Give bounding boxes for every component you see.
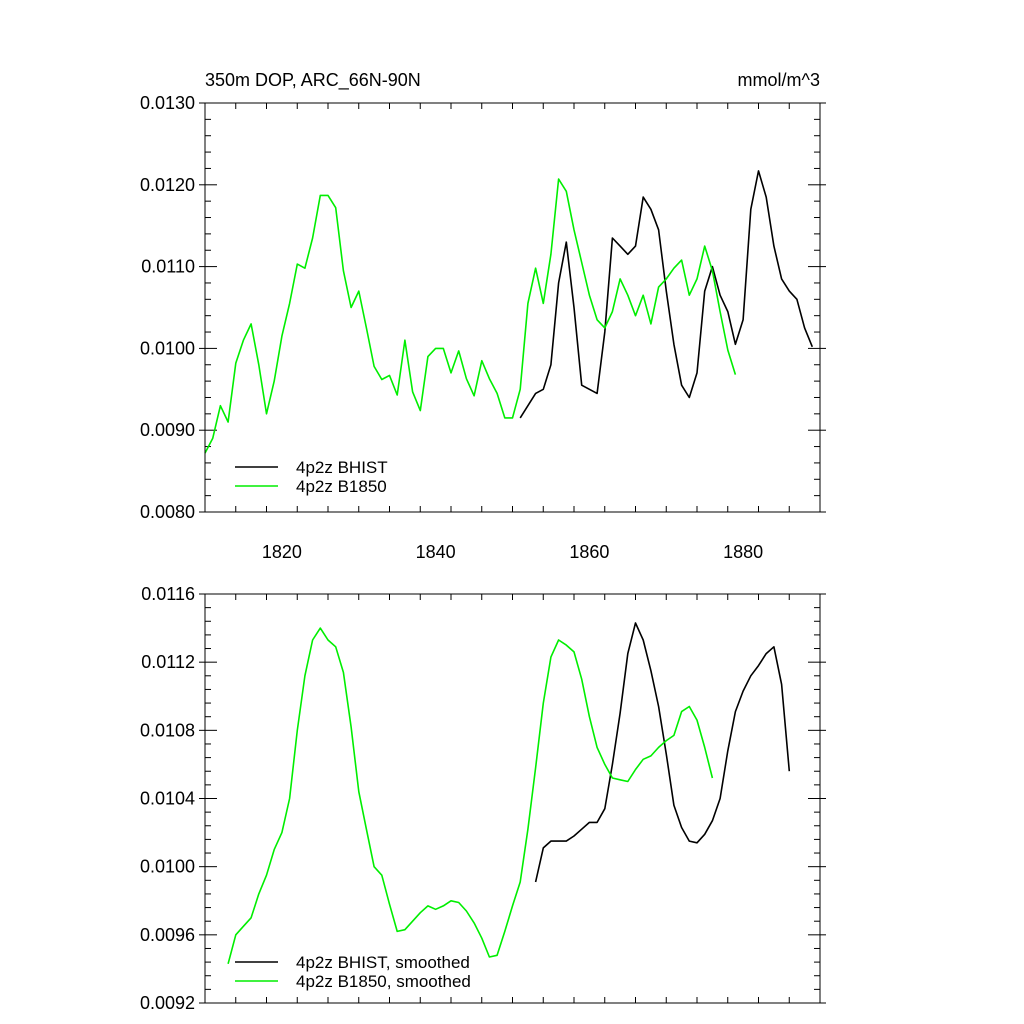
- series-line-bhist: [519, 170, 814, 419]
- y-tick-label: 0.0080: [140, 502, 195, 522]
- y-tick-label: 0.0100: [140, 338, 195, 358]
- series-line-b1850: [227, 627, 714, 965]
- y-tick-label: 0.0090: [140, 420, 195, 440]
- y-tick-label: 0.0092: [140, 993, 195, 1013]
- y-tick-label: 0.0120: [140, 175, 195, 195]
- series-line-bhist: [534, 622, 791, 883]
- bottom-panel: 0.0092 0.0096 0.0100 0.0104 0.0108 0.0112 0.01…: [140, 584, 826, 1013]
- y-tick-label: 0.0130: [140, 93, 195, 113]
- top-panel: 350m DOP, ARC_66N-90N mmol/m^3 0.00800.0…: [140, 70, 826, 562]
- x-tick-label: 1840: [416, 542, 456, 562]
- bottom-panel-ticks: 0.0092 0.0096 0.0100 0.0104 0.0108 0.0112 0.01…: [140, 584, 826, 1013]
- top-panel-frame: [204, 102, 821, 513]
- x-tick-label: 1860: [569, 542, 609, 562]
- legend-label: 4p2z B1850: [296, 477, 387, 496]
- y-tick-label: 0.0100: [140, 857, 195, 877]
- y-tick-label: 0.0110: [141, 257, 195, 277]
- y-tick-label: 0.0108: [140, 720, 195, 740]
- y-tick-label: 0.0112: [141, 652, 195, 672]
- legend-label: 4p2z BHIST, smoothed: [296, 953, 470, 972]
- top-panel-title: 350m DOP, ARC_66N-90N: [205, 70, 421, 91]
- series-line-b1850: [204, 178, 737, 454]
- bottom-panel-series: [227, 622, 791, 965]
- legend-label: 4p2z B1850, smoothed: [296, 972, 471, 991]
- y-tick-label: 0.0116: [141, 584, 195, 604]
- top-panel-series: [204, 170, 814, 454]
- top-panel-ticks: 0.0080 0.0090 0.0100 0.0110 0.0120 0.0130 1820…: [140, 93, 826, 562]
- x-tick-label: 1820: [262, 542, 302, 562]
- bottom-panel-frame: [204, 593, 821, 1004]
- y-tick-label: 0.0096: [140, 925, 195, 945]
- y-tick-label: 0.0104: [140, 789, 195, 809]
- top-panel-units: mmol/m^3: [738, 70, 820, 90]
- x-tick-label: 1880: [723, 542, 763, 562]
- legend-label: 4p2z BHIST: [296, 458, 388, 477]
